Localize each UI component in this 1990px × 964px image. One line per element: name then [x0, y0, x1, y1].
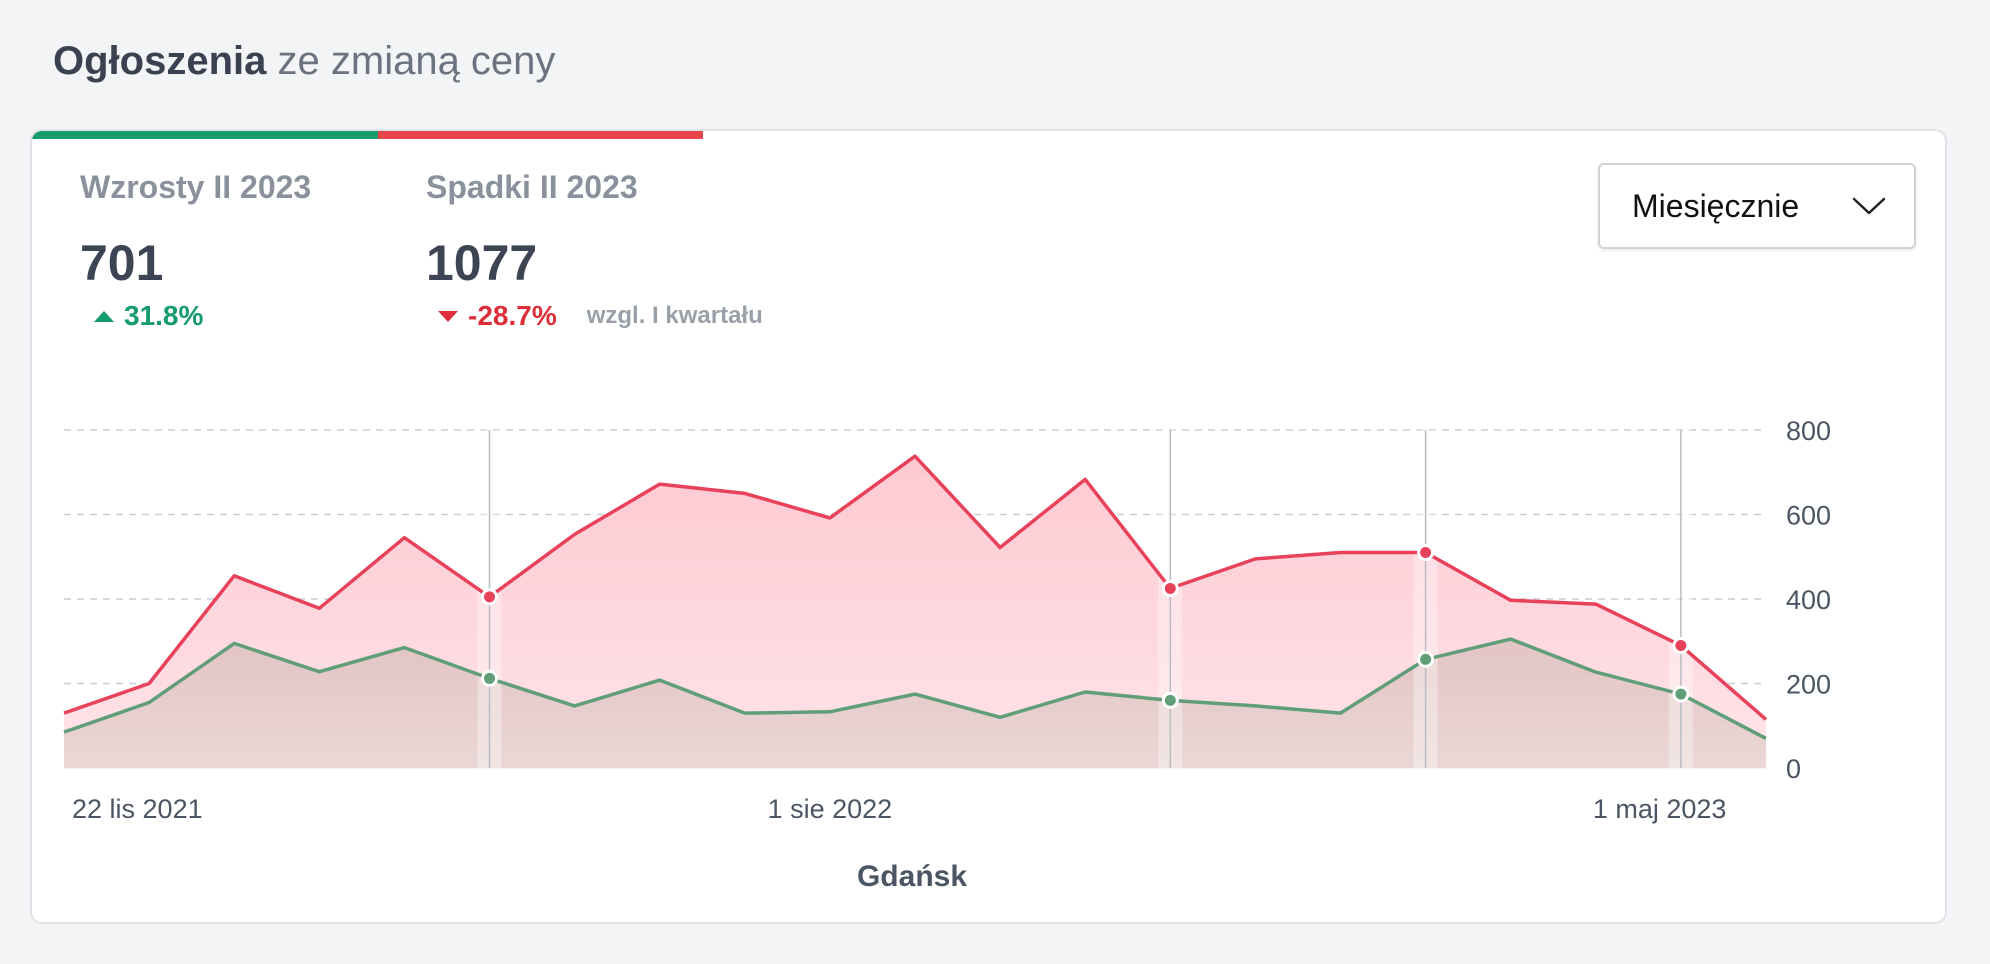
page-title-rest: ze zmianą ceny [277, 39, 556, 83]
decreases-stat: Spadki II 2023 1077 -28.7% wzgl. I kwart… [426, 167, 763, 333]
chevron-down-icon [1852, 197, 1886, 215]
decreases-point [481, 588, 498, 606]
x-tick-label: 1 maj 2023 [1593, 794, 1727, 824]
price-change-card: Wzrosty II 2023 701 31.8% Spadki II 2023… [30, 129, 1947, 924]
period-select-value: Miesięcznie [1632, 187, 1800, 224]
x-axis-title: Gdańsk [857, 860, 967, 893]
increases-value: 701 [80, 235, 164, 291]
increases-stat: Wzrosty II 2023 701 31.8% [80, 167, 311, 333]
decreases-point [1672, 636, 1690, 654]
x-tick-label: 1 sie 2022 [768, 794, 893, 824]
decreases-indicator-bar [378, 131, 703, 139]
triangle-up-icon [94, 310, 114, 322]
chart-points [481, 544, 1690, 709]
page-title-strong: Ogłoszenia [53, 39, 267, 83]
y-tick-label: 200 [1786, 670, 1831, 700]
compare-note: wzgl. I kwartału [586, 302, 763, 329]
decreases-value: 1077 [426, 235, 538, 291]
period-select[interactable]: Miesięcznie [1598, 163, 1916, 249]
triangle-down-icon [438, 310, 458, 322]
decreases-point [1161, 579, 1179, 597]
increases-indicator-bar [32, 131, 378, 139]
increases-change: 31.8% [80, 299, 311, 333]
chart-lines [63, 454, 1768, 740]
y-tick-label: 800 [1786, 416, 1831, 446]
increases-point [1161, 691, 1179, 709]
decreases-line [63, 454, 1768, 721]
increases-change-value: 31.8% [124, 300, 204, 331]
x-tick-label: 22 lis 2021 [72, 794, 203, 824]
decreases-point [1417, 544, 1435, 562]
decreases-change: -28.7% wzgl. I kwartału [426, 299, 763, 333]
x-axis: 22 lis 2021 1 sie 2022 1 maj 2023 [72, 794, 1726, 824]
increases-line [63, 637, 1767, 740]
page-title: Ogłoszenia ze zmianą ceny [53, 36, 555, 86]
chart-crosshairs [477, 430, 1693, 794]
y-tick-label: 400 [1786, 585, 1831, 615]
decreases-change-value: -28.7% [468, 300, 557, 331]
increases-point [481, 669, 498, 687]
increases-point [1672, 685, 1690, 703]
y-tick-label: 0 [1786, 754, 1801, 784]
increases-point [1417, 650, 1435, 668]
chart-areas [64, 456, 1766, 768]
y-axis: 0 200 400 600 800 [1786, 416, 1831, 784]
increases-label: Wzrosty II 2023 [80, 169, 312, 205]
decreases-label: Spadki II 2023 [426, 169, 638, 205]
price-change-chart: 0 200 400 600 800 22 lis 2021 1 sie 2022 1 maj… [63, 416, 1831, 893]
y-tick-label: 600 [1786, 501, 1831, 531]
